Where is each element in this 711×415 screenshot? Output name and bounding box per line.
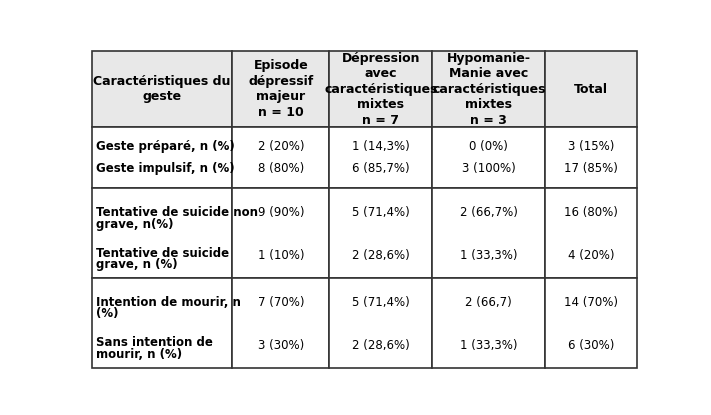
Text: 3 (15%): 3 (15%) [568,140,614,153]
Text: 3 (100%): 3 (100%) [462,162,515,175]
Text: 9 (90%): 9 (90%) [257,206,304,219]
Bar [232,127,329,188]
Text: Dépression
avec
caractéristiques
mixtes
n = 7: Dépression avec caractéristiques mixtes … [324,52,437,127]
Text: 17 (85%): 17 (85%) [565,162,619,175]
Text: Sans intention de: Sans intention de [96,336,213,349]
Text: 5 (71,4%): 5 (71,4%) [352,296,410,309]
Text: Geste préparé, n (%): Geste préparé, n (%) [96,140,235,153]
Text: (%): (%) [96,308,119,320]
Text: 2 (66,7%): 2 (66,7%) [460,206,518,219]
Text: 1 (33,3%): 1 (33,3%) [460,339,518,352]
Text: 4 (20%): 4 (20%) [568,249,614,262]
Text: 1 (33,3%): 1 (33,3%) [460,249,518,262]
Text: Total: Total [574,83,609,96]
Bar [545,51,637,127]
Text: mourir, n (%): mourir, n (%) [96,348,182,361]
Bar [329,51,432,127]
Bar [432,51,545,127]
Text: Hypomanie-
Manie avec
caractéristiques
mixtes
n = 3: Hypomanie- Manie avec caractéristiques m… [432,52,545,127]
Text: 6 (30%): 6 (30%) [568,339,614,352]
Text: 2 (20%): 2 (20%) [257,140,304,153]
Text: 6 (85,7%): 6 (85,7%) [352,162,410,175]
Bar [92,278,232,368]
Text: Episode
dépressif
majeur
n = 10: Episode dépressif majeur n = 10 [248,59,314,119]
Text: 1 (14,3%): 1 (14,3%) [352,140,410,153]
Bar [329,188,432,278]
Text: Geste impulsif, n (%): Geste impulsif, n (%) [96,162,235,175]
Bar [545,188,637,278]
Text: Intention de mourir, n: Intention de mourir, n [96,296,241,309]
Text: 2 (28,6%): 2 (28,6%) [352,249,410,262]
Bar [432,127,545,188]
Text: 14 (70%): 14 (70%) [565,296,619,309]
Text: grave, n(%): grave, n(%) [96,218,173,231]
Bar [432,278,545,368]
Bar [545,278,637,368]
Text: Caractéristiques du
geste: Caractéristiques du geste [93,75,230,103]
Bar [329,127,432,188]
Text: 2 (28,6%): 2 (28,6%) [352,339,410,352]
Text: 5 (71,4%): 5 (71,4%) [352,206,410,219]
Text: 7 (70%): 7 (70%) [257,296,304,309]
Bar [92,51,232,127]
Bar [232,188,329,278]
Bar [92,188,232,278]
Text: Tentative de suicide non: Tentative de suicide non [96,206,258,219]
Bar [92,127,232,188]
Text: 1 (10%): 1 (10%) [257,249,304,262]
Bar [432,188,545,278]
Text: grave, n (%): grave, n (%) [96,258,178,271]
Text: 8 (80%): 8 (80%) [258,162,304,175]
Bar [232,278,329,368]
Text: 3 (30%): 3 (30%) [258,339,304,352]
Bar [329,278,432,368]
Bar [232,51,329,127]
Text: Tentative de suicide: Tentative de suicide [96,247,229,259]
Text: 0 (0%): 0 (0%) [469,140,508,153]
Text: 16 (80%): 16 (80%) [565,206,619,219]
Text: 2 (66,7): 2 (66,7) [466,296,512,309]
Bar [545,127,637,188]
